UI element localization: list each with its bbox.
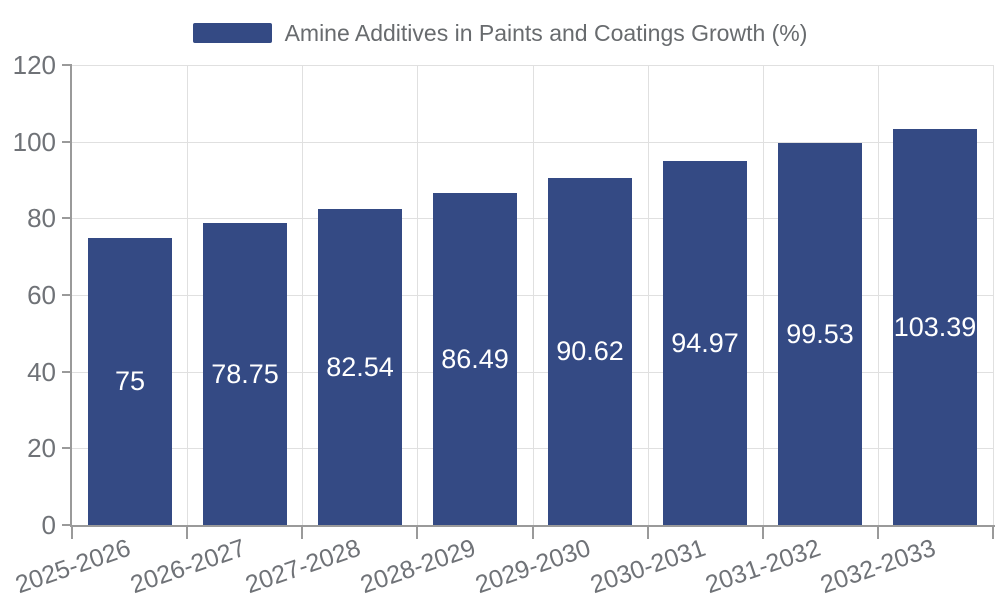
x-axis-tick bbox=[762, 525, 764, 539]
y-axis-tick bbox=[62, 294, 72, 296]
gridline-horizontal bbox=[72, 142, 993, 143]
x-axis-tick bbox=[71, 525, 73, 539]
bar[interactable] bbox=[88, 238, 172, 526]
bar-value-label: 103.39 bbox=[893, 312, 977, 342]
gridline-horizontal bbox=[72, 372, 993, 373]
x-axis-line bbox=[70, 525, 995, 527]
gridline-vertical bbox=[417, 65, 418, 525]
y-axis-tick bbox=[62, 371, 72, 373]
gridline-horizontal bbox=[72, 448, 993, 449]
x-axis-tick bbox=[532, 525, 534, 539]
y-axis-tick bbox=[62, 141, 72, 143]
gridline-vertical bbox=[878, 65, 879, 525]
y-axis-tick bbox=[62, 64, 72, 66]
x-tick-label: 2025-2026 bbox=[12, 533, 135, 600]
y-axis-line bbox=[70, 65, 72, 527]
y-tick-label: 40 bbox=[27, 357, 56, 387]
bar-value-label: 75 bbox=[114, 366, 146, 396]
y-tick-label: 60 bbox=[27, 280, 56, 310]
x-axis-tick bbox=[301, 525, 303, 539]
bar-value-label: 82.54 bbox=[326, 352, 394, 382]
x-tick-label: 2029-2030 bbox=[472, 533, 595, 600]
y-axis-tick bbox=[62, 447, 72, 449]
gridline-vertical bbox=[648, 65, 649, 525]
y-tick-label: 20 bbox=[27, 433, 56, 463]
x-axis-tick bbox=[647, 525, 649, 539]
gridline-vertical bbox=[533, 65, 534, 525]
bar[interactable] bbox=[663, 161, 747, 525]
gridline-horizontal bbox=[72, 295, 993, 296]
bar-value-label: 78.75 bbox=[211, 359, 279, 389]
y-axis-tick bbox=[62, 217, 72, 219]
x-tick-label: 2027-2028 bbox=[242, 533, 365, 600]
x-axis-tick bbox=[877, 525, 879, 539]
y-tick-label: 0 bbox=[41, 510, 56, 540]
bar-value-label: 86.49 bbox=[441, 344, 509, 374]
legend-item[interactable]: Amine Additives in Paints and Coatings G… bbox=[0, 18, 1000, 48]
legend-label: Amine Additives in Paints and Coatings G… bbox=[284, 19, 808, 46]
bar-value-label: 99.53 bbox=[786, 319, 854, 349]
gridline-vertical bbox=[993, 65, 994, 525]
x-axis-tick bbox=[186, 525, 188, 539]
gridline-horizontal bbox=[72, 65, 993, 66]
bar[interactable] bbox=[778, 143, 862, 525]
legend-swatch[interactable] bbox=[192, 23, 272, 43]
gridline-horizontal bbox=[72, 218, 993, 219]
gridline-vertical bbox=[302, 65, 303, 525]
bar-value-label: 90.62 bbox=[556, 336, 624, 366]
bar[interactable] bbox=[433, 193, 517, 525]
x-tick-label: 2032-2033 bbox=[817, 533, 940, 600]
x-tick-label: 2030-2031 bbox=[587, 533, 710, 600]
gridline-vertical bbox=[187, 65, 188, 525]
bar[interactable] bbox=[203, 223, 287, 525]
y-axis-tick bbox=[62, 524, 72, 526]
x-tick-label: 2028-2029 bbox=[357, 533, 480, 600]
x-tick-label: 2031-2032 bbox=[702, 533, 825, 600]
bar[interactable] bbox=[893, 129, 977, 525]
x-tick-label: 2026-2027 bbox=[127, 533, 250, 600]
x-axis-tick bbox=[992, 525, 994, 539]
bar[interactable] bbox=[548, 178, 632, 525]
gridline-vertical bbox=[763, 65, 764, 525]
y-tick-label: 80 bbox=[27, 203, 56, 233]
x-axis-tick bbox=[416, 525, 418, 539]
y-tick-label: 100 bbox=[12, 127, 56, 157]
bar[interactable] bbox=[318, 209, 402, 525]
bar-value-label: 94.97 bbox=[671, 328, 739, 358]
y-tick-label: 120 bbox=[12, 50, 56, 80]
